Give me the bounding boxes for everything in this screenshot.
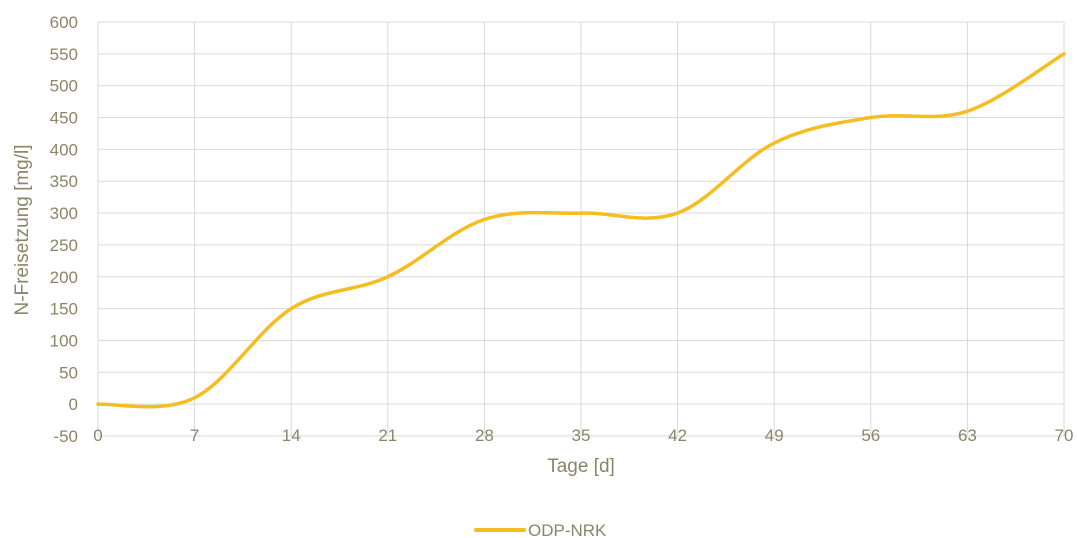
y-tick-label: 400 <box>50 140 78 159</box>
y-tick-label: 150 <box>50 300 78 319</box>
y-tick-label: 250 <box>50 236 78 255</box>
series-layer <box>96 52 1066 409</box>
x-tick-label: 35 <box>572 426 591 445</box>
x-axis-title: Tage [d] <box>547 456 615 477</box>
y-tick-label: 50 <box>59 363 78 382</box>
x-tick-label: 56 <box>861 426 880 445</box>
y-tick-label: 0 <box>69 395 78 414</box>
x-tick-label: 14 <box>282 426 301 445</box>
x-tick-label: 63 <box>958 426 977 445</box>
y-tick-label: 600 <box>50 13 78 32</box>
legend-label-odp-nrk: ODP-NRK <box>528 521 607 538</box>
y-axis-title: N-Freisetzung [mg/l] <box>12 144 33 315</box>
x-tick-label: 70 <box>1055 426 1074 445</box>
x-tick-label: 42 <box>668 426 687 445</box>
y-tick-label: 100 <box>50 331 78 350</box>
x-tick-label: 49 <box>765 426 784 445</box>
y-tick-label: 550 <box>50 45 78 64</box>
x-tick-label: 21 <box>378 426 397 445</box>
y-tick-label: 300 <box>50 204 78 223</box>
legend: ODP-NRK <box>474 521 607 538</box>
y-tick-label: -50 <box>53 427 78 446</box>
x-tick-label: 28 <box>475 426 494 445</box>
grid <box>97 21 1065 437</box>
x-tick-label: 7 <box>190 426 199 445</box>
y-tick-label: 450 <box>50 109 78 128</box>
y-tick-label: 200 <box>50 268 78 287</box>
x-tick-label: 0 <box>93 426 102 445</box>
series-line-odp-nrk <box>96 52 1066 409</box>
x-axis-ticks: 0 7 14 21 28 35 42 49 56 63 70 <box>93 426 1073 445</box>
y-tick-label: 350 <box>50 172 78 191</box>
y-tick-label: 500 <box>50 77 78 96</box>
